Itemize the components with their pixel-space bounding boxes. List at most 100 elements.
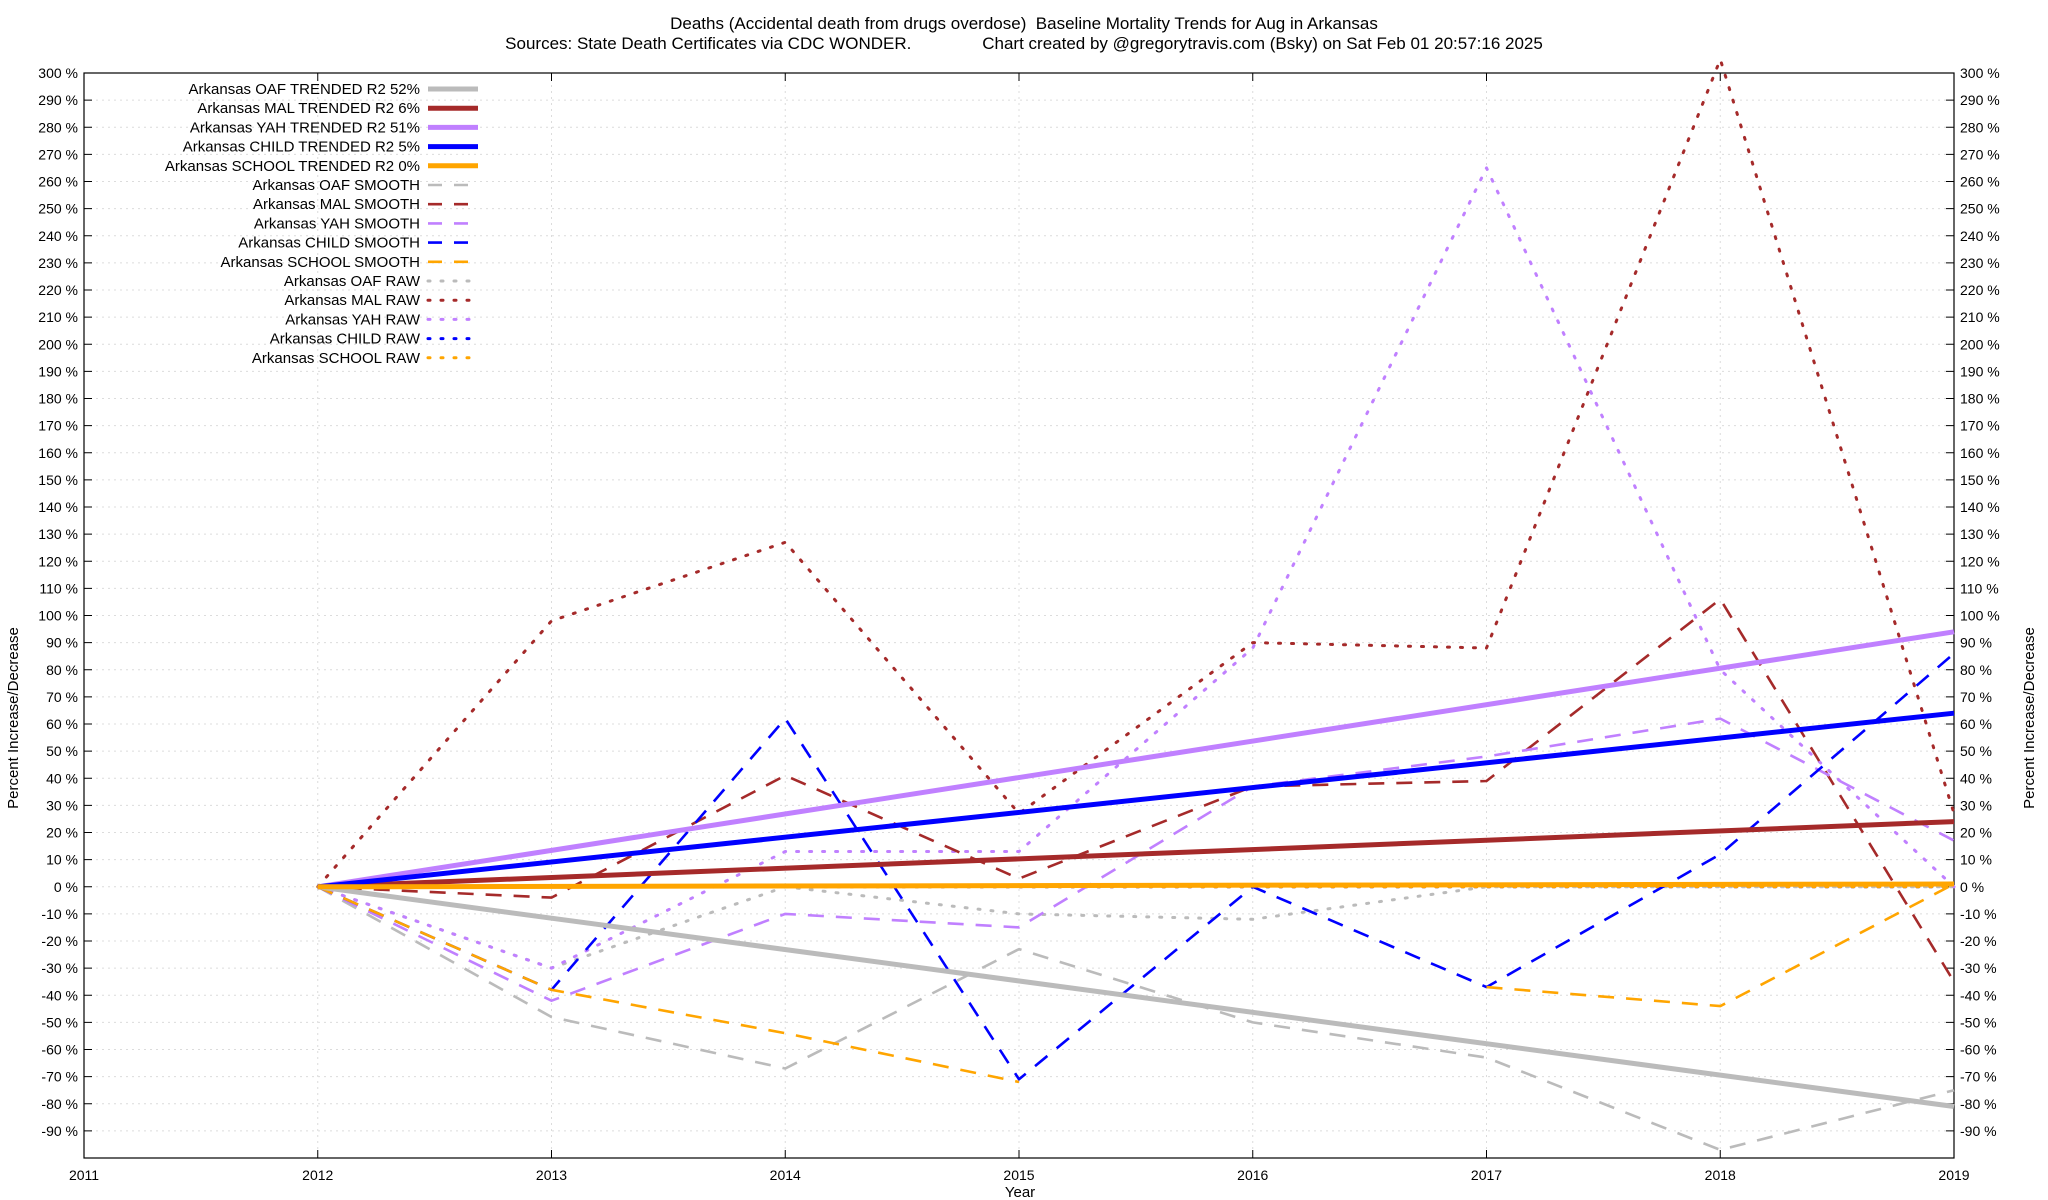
y2-tick-label: 230 % <box>1960 255 2000 271</box>
y2-tick-label: 240 % <box>1960 228 2000 244</box>
y-tick-label: -20 % <box>41 933 78 949</box>
y2-tick-label: 0 % <box>1960 879 1984 895</box>
y2-tick-label: 50 % <box>1960 743 1992 759</box>
series-line-arkansas-yah-smooth <box>317 717 1955 1002</box>
legend-label: Arkansas SCHOOL TRENDED R2 0% <box>165 158 420 175</box>
legend-label: Arkansas YAH RAW <box>285 311 421 328</box>
series-line-arkansas-mal-smooth <box>317 597 1956 983</box>
y2-tick-label: 150 % <box>1960 472 2000 488</box>
y2-tick-label: -50 % <box>1960 1014 1997 1030</box>
y-tick-label: 140 % <box>38 499 78 515</box>
y2-tick-label: 190 % <box>1960 363 2000 379</box>
plot-border <box>83 72 1955 1159</box>
y2-tick-label: 110 % <box>1960 580 1999 596</box>
series-line-arkansas-mal-raw <box>316 57 1956 889</box>
y2-tick-label: 90 % <box>1960 635 1992 651</box>
y-tick-label: 110 % <box>39 580 78 596</box>
y2-tick-label: -40 % <box>1960 987 1997 1003</box>
y-tick-label: -60 % <box>41 1042 78 1058</box>
x-axis-label: Year <box>1005 1184 1035 1200</box>
series-line-arkansas-oaf-trended-r2-52 <box>317 884 1955 1109</box>
y-tick-label: 160 % <box>38 445 78 461</box>
y-tick-label: 100 % <box>38 608 78 624</box>
series-line-arkansas-oaf-raw <box>316 885 1956 970</box>
legend-label: Arkansas OAF SMOOTH <box>252 177 420 194</box>
x-tick-label: 2014 <box>770 1167 801 1183</box>
y-tick-label: 280 % <box>38 119 78 135</box>
legend-label: Arkansas YAH TRENDED R2 51% <box>190 119 420 136</box>
y-tick-label: -40 % <box>41 987 78 1003</box>
series-line-arkansas-school-smooth <box>317 882 1955 1084</box>
y-tick-label: 70 % <box>46 689 78 705</box>
y-tick-label: -10 % <box>41 906 78 922</box>
y-axis-label: Percent Increase/Decrease <box>5 627 22 809</box>
y-tick-label: 220 % <box>38 282 78 298</box>
y2-tick-label: -20 % <box>1960 933 1997 949</box>
y-tick-label: 290 % <box>38 92 78 108</box>
y2-tick-label: -10 % <box>1960 906 1997 922</box>
legend-label: Arkansas MAL TRENDED R2 6% <box>197 100 420 117</box>
y2-tick-label: 180 % <box>1960 391 2000 407</box>
y-tick-label: 240 % <box>38 228 78 244</box>
legend-label: Arkansas OAF RAW <box>284 273 421 290</box>
x-tick-label: 2019 <box>1938 1167 1969 1183</box>
legend-label: Arkansas MAL SMOOTH <box>253 196 420 213</box>
x-tick-label: 2013 <box>536 1167 567 1183</box>
y2-tick-label: 220 % <box>1960 282 2000 298</box>
y2-tick-label: 250 % <box>1960 201 2000 217</box>
y-tick-label: 200 % <box>38 336 78 352</box>
y-tick-label: -50 % <box>41 1014 78 1030</box>
y2-tick-label: 20 % <box>1960 825 1992 841</box>
y-tick-label: 230 % <box>38 255 78 271</box>
legend-label: Arkansas SCHOOL SMOOTH <box>221 254 420 271</box>
legend-label: Arkansas CHILD RAW <box>270 331 421 348</box>
y-tick-label: 270 % <box>38 146 78 162</box>
y2-tick-label: 210 % <box>1960 309 2000 325</box>
y2-tick-label: 140 % <box>1960 499 2000 515</box>
y2-tick-label: 260 % <box>1960 174 2000 190</box>
x-tick-label: 2017 <box>1471 1167 1502 1183</box>
y-tick-label: 260 % <box>38 174 78 190</box>
y-tick-label: -80 % <box>41 1096 78 1112</box>
y2-tick-label: 170 % <box>1960 418 2000 434</box>
y-tick-label: 30 % <box>46 797 78 813</box>
y-tick-label: 80 % <box>46 662 78 678</box>
y2-tick-label: 200 % <box>1960 336 2000 352</box>
y2-tick-label: 70 % <box>1960 689 1992 705</box>
y2-axis-label: Percent Increase/Decrease <box>2021 627 2038 809</box>
series-line-arkansas-yah-trended-r2-51 <box>317 629 1955 890</box>
y-tick-label: 120 % <box>38 553 78 569</box>
chart-title: Deaths (Accidental death from drugs over… <box>670 14 1378 33</box>
y-tick-label: -70 % <box>41 1069 78 1085</box>
x-tick-label: 2016 <box>1237 1167 1268 1183</box>
y2-tick-label: 30 % <box>1960 797 1992 813</box>
series-line-arkansas-yah-raw <box>316 166 1956 970</box>
series-lines <box>316 57 1956 1152</box>
y2-tick-label: 160 % <box>1960 445 2000 461</box>
y-tick-label: 190 % <box>38 363 78 379</box>
x-tick-label: 2011 <box>69 1167 99 1183</box>
y2-tick-label: 300 % <box>1960 65 2000 81</box>
legend-label: Arkansas MAL RAW <box>284 292 420 309</box>
y2-tick-label: 130 % <box>1960 526 2000 542</box>
y-tick-label: 90 % <box>46 635 78 651</box>
y2-tick-label: -80 % <box>1960 1096 1997 1112</box>
y-tick-label: 10 % <box>46 852 78 868</box>
y2-tick-label: 270 % <box>1960 146 2000 162</box>
series-line-arkansas-school-trended-r2-0 <box>317 881 1955 890</box>
y-tick-label: 250 % <box>38 201 78 217</box>
y-tick-label: 300 % <box>38 65 78 81</box>
legend-label: Arkansas YAH SMOOTH <box>254 215 420 232</box>
legend-label: Arkansas OAF TRENDED R2 52% <box>189 81 420 98</box>
y2-tick-label: 100 % <box>1960 608 2000 624</box>
y2-tick-label: -30 % <box>1960 960 1997 976</box>
y-tick-label: 50 % <box>46 743 78 759</box>
y-tick-label: 40 % <box>46 770 78 786</box>
y2-tick-label: 80 % <box>1960 662 1992 678</box>
y2-tick-label: -60 % <box>1960 1042 1997 1058</box>
series-line-arkansas-oaf-smooth <box>317 885 1955 1152</box>
legend: Arkansas OAF TRENDED R2 52% Arkansas MAL … <box>165 81 480 367</box>
y-tick-label: 130 % <box>38 526 78 542</box>
y2-tick-label: 10 % <box>1960 852 1992 868</box>
